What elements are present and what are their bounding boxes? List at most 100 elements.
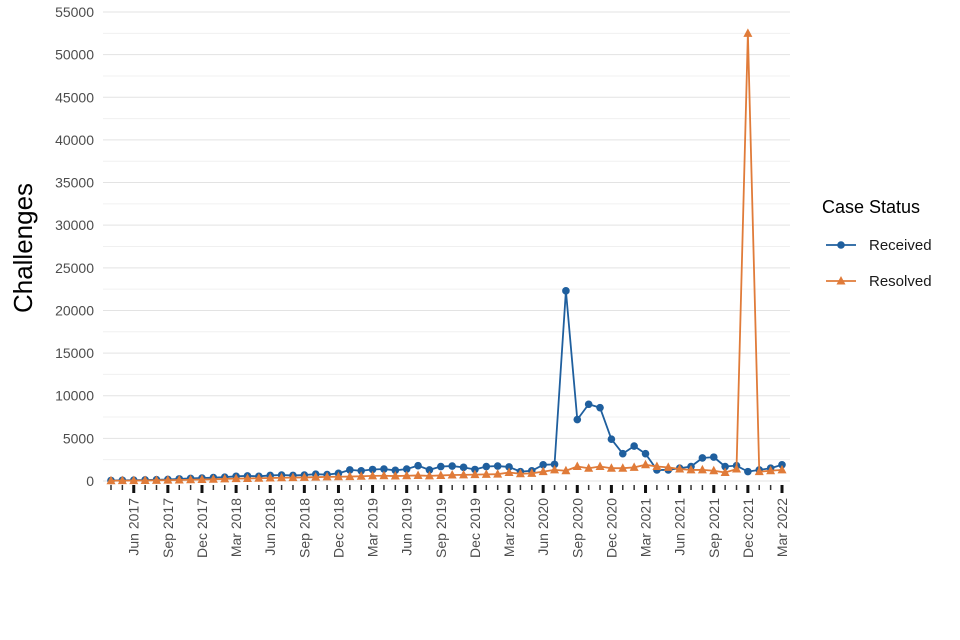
data-point xyxy=(584,463,594,472)
data-point xyxy=(550,464,560,474)
data-point xyxy=(515,468,525,478)
data-point xyxy=(379,470,389,480)
x-tick-label: Sep 2020 xyxy=(569,498,585,558)
data-point xyxy=(618,449,627,458)
series-resolved xyxy=(106,28,787,485)
data-point xyxy=(288,472,298,482)
data-point xyxy=(697,464,707,474)
data-point xyxy=(151,475,161,484)
data-point xyxy=(390,471,400,480)
y-tick-label: 30000 xyxy=(55,217,94,233)
data-point xyxy=(413,470,423,479)
data-point xyxy=(117,475,127,485)
data-point xyxy=(493,469,503,478)
grid-lines xyxy=(103,11,790,482)
data-point xyxy=(356,471,366,480)
series-received xyxy=(107,287,786,485)
data-point xyxy=(572,461,582,471)
x-tick-label: Mar 2022 xyxy=(774,498,790,557)
data-point xyxy=(698,454,707,462)
data-point xyxy=(777,464,787,474)
data-point xyxy=(391,466,400,475)
data-point xyxy=(311,472,321,481)
legend-swatch-marker xyxy=(837,241,845,249)
legend-item-received: Received xyxy=(826,237,932,254)
y-tick-label: 10000 xyxy=(55,388,94,404)
x-tick-label: Mar 2019 xyxy=(365,498,381,557)
data-point xyxy=(186,474,196,484)
data-point xyxy=(675,464,685,473)
data-point xyxy=(424,470,434,480)
data-point xyxy=(720,467,730,476)
data-point xyxy=(573,415,582,424)
data-point xyxy=(471,465,479,474)
data-point xyxy=(231,473,241,483)
data-point xyxy=(357,466,366,475)
data-point xyxy=(493,462,502,470)
data-point xyxy=(254,473,264,482)
data-point xyxy=(562,287,570,295)
data-point xyxy=(721,462,729,471)
data-point xyxy=(436,470,446,479)
data-point xyxy=(778,460,786,469)
data-point xyxy=(459,469,469,479)
data-point xyxy=(641,459,651,469)
data-point xyxy=(709,465,719,475)
series-line xyxy=(110,32,783,482)
data-point xyxy=(129,475,139,485)
y-tick-label: 15000 xyxy=(55,345,94,361)
data-point xyxy=(345,471,355,481)
data-point xyxy=(527,468,537,477)
x-tick-label: Jun 2021 xyxy=(672,498,688,556)
y-axis-title: Challenges xyxy=(8,183,38,313)
data-point xyxy=(277,472,287,482)
data-point xyxy=(470,469,480,479)
data-point xyxy=(482,462,491,471)
data-point xyxy=(380,465,388,473)
x-tick-label: Mar 2020 xyxy=(501,498,517,557)
x-tick-label: Dec 2017 xyxy=(194,498,210,558)
data-point xyxy=(561,465,571,475)
data-point xyxy=(208,474,218,483)
x-tick-label: Jun 2020 xyxy=(535,498,551,556)
data-point xyxy=(629,462,639,471)
data-point xyxy=(322,471,332,481)
data-point xyxy=(368,470,378,480)
data-point xyxy=(641,449,650,458)
x-tick-label: Dec 2018 xyxy=(330,498,346,558)
x-tick-label: Sep 2017 xyxy=(160,498,176,558)
x-tick-label: Dec 2019 xyxy=(467,498,483,558)
data-point xyxy=(402,465,411,473)
y-axis: 0 5000 10000 15000 20000 25000 30000 35000 40000… xyxy=(55,4,94,489)
data-point xyxy=(481,469,491,478)
data-point xyxy=(732,464,742,473)
data-point xyxy=(539,460,547,469)
y-tick-label: 0 xyxy=(86,473,94,489)
legend-item-resolved: Resolved xyxy=(826,273,932,290)
data-point xyxy=(447,470,457,479)
data-point xyxy=(414,461,422,470)
data-point xyxy=(163,475,173,484)
data-point xyxy=(299,472,309,481)
y-tick-label: 35000 xyxy=(55,175,94,191)
data-point xyxy=(596,403,604,412)
x-tick-label: Sep 2018 xyxy=(296,498,312,558)
data-point xyxy=(333,471,343,481)
legend-label: Received xyxy=(869,237,932,254)
y-tick-label: 40000 xyxy=(55,132,94,148)
data-point xyxy=(595,461,605,471)
y-tick-label: 5000 xyxy=(63,430,94,446)
y-tick-label: 25000 xyxy=(55,260,94,276)
data-point xyxy=(346,466,354,474)
data-point xyxy=(437,462,445,471)
data-point xyxy=(766,465,776,475)
data-point xyxy=(538,466,548,476)
data-point xyxy=(618,463,628,472)
data-point xyxy=(607,435,616,444)
data-point xyxy=(584,400,593,409)
series-line xyxy=(110,289,783,482)
data-point xyxy=(550,460,559,469)
data-point xyxy=(505,463,513,471)
